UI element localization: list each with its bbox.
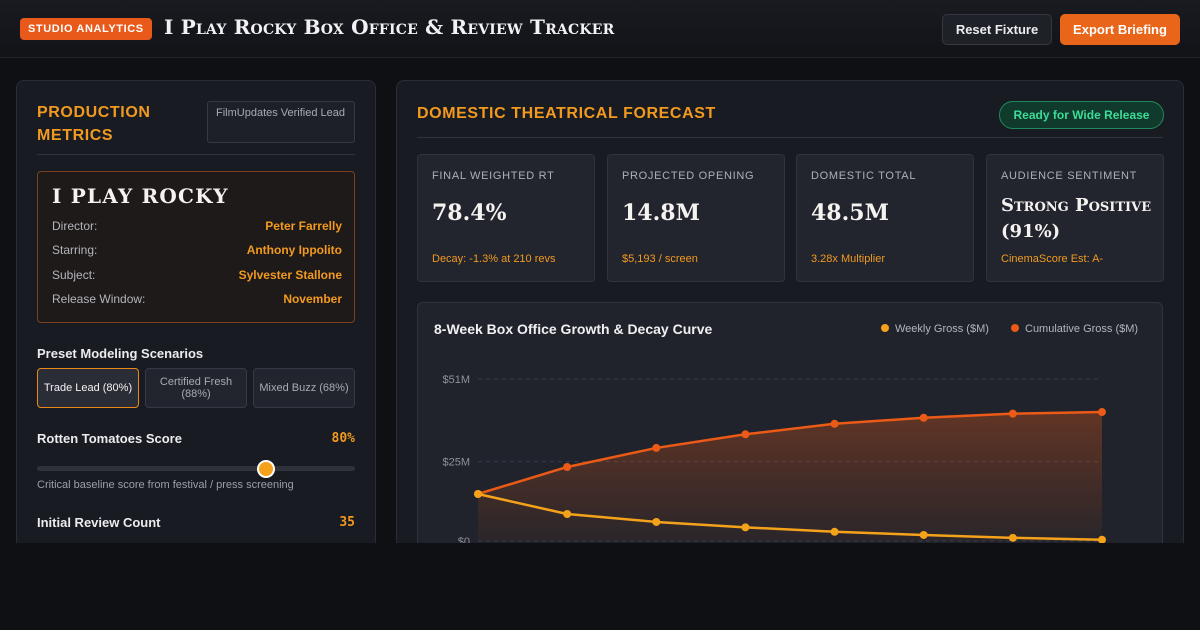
film-row-key: Starring:: [52, 243, 98, 257]
production-metrics-title: Production Metrics: [37, 104, 151, 144]
weekly-point: [1098, 535, 1106, 543]
rt-score-help: Critical baseline score from festival / …: [37, 479, 294, 491]
kpi-sub: 3.28x Multiplier: [811, 253, 885, 265]
cumulative-point: [1008, 409, 1017, 418]
rt-score-slider-thumb[interactable]: [256, 460, 275, 478]
chart-plot: $51M $25M $0: [442, 374, 1106, 543]
y-tick-label: $51M: [442, 374, 470, 386]
weekly-line: [477, 492, 1103, 541]
cumulative-point: [919, 413, 928, 422]
kpi-sub: $5,193 / screen: [622, 253, 698, 265]
kpi-label: Domestic Total: [811, 170, 917, 182]
cumulative-area: [478, 412, 1102, 541]
film-row-starring: Starring: Anthony Ippolito: [52, 243, 342, 259]
forecast-panel: Domestic Theatrical Forecast Ready for W…: [396, 80, 1184, 543]
film-row-value: Sylvester Stallone: [238, 268, 342, 282]
film-row-director: Director: Peter Farrelly: [52, 219, 342, 235]
preset-certified-fresh-button[interactable]: Certified Fresh (88%): [145, 368, 247, 408]
production-metrics-panel: Production Metrics FilmUpdates Verified …: [16, 80, 376, 543]
weekly-point: [1008, 533, 1017, 542]
kpi-audience-sentiment: Audience Sentiment Strong Positive (91%)…: [986, 154, 1164, 282]
y-tick-label: $25M: [442, 457, 470, 469]
kpi-label: Projected Opening: [622, 170, 755, 182]
kpi-value: 48.5M: [811, 200, 889, 226]
rt-score-label: Rotten Tomatoes Score: [37, 431, 182, 446]
status-badge: Ready for Wide Release: [999, 101, 1164, 129]
cumulative-point: [652, 443, 661, 452]
legend-weekly[interactable]: Weekly Gross ($M): [881, 323, 989, 335]
cumulative-point: [741, 430, 750, 439]
top-bar: STUDIO ANALYTICS I Play Rocky Box Office…: [0, 0, 1200, 58]
presets-label: Preset Modeling Scenarios: [37, 346, 204, 361]
kpi-label: Final Weighted RT: [432, 170, 555, 182]
brand-badge: STUDIO ANALYTICS: [20, 18, 152, 40]
kpi-value: 14.8M: [622, 200, 700, 226]
cumulative-point: [563, 462, 572, 471]
film-row-value: Peter Farrelly: [265, 219, 342, 233]
kpi-sub: Decay: -1.3% at 210 revs: [432, 253, 556, 265]
weekly-point: [830, 527, 839, 536]
weekly-point: [474, 489, 482, 498]
rt-score-slider-track[interactable]: [37, 466, 355, 471]
film-card: I PLAY ROCKY Director: Peter Farrelly St…: [37, 171, 355, 323]
y-tick-label: $0: [458, 536, 470, 543]
film-row-value: Anthony Ippolito: [246, 243, 342, 257]
export-briefing-button[interactable]: Export Briefing: [1060, 14, 1180, 45]
cumulative-line: [477, 410, 1103, 496]
section-divider: [417, 137, 1163, 138]
box-office-chart: 8-Week Box Office Growth & Decay Curve W…: [417, 302, 1163, 543]
weekly-point: [919, 530, 928, 539]
kpi-label: Audience Sentiment: [1001, 170, 1138, 182]
film-row-key: Director:: [52, 219, 98, 233]
kpi-value: 78.4%: [432, 200, 507, 226]
preset-trade-lead-button[interactable]: Trade Lead (80%): [37, 368, 139, 408]
weekly-point: [563, 510, 572, 518]
weekly-point: [741, 523, 750, 532]
rt-score-value: 80%: [331, 431, 355, 446]
legend-dot-icon: [1011, 324, 1019, 332]
legend-dot-icon: [881, 324, 889, 332]
cumulative-point: [1098, 408, 1106, 417]
weekly-point: [652, 517, 661, 526]
legend-label: Cumulative Gross ($M): [1025, 323, 1139, 335]
film-title: I PLAY ROCKY: [52, 184, 229, 208]
reset-fixture-button[interactable]: Reset Fixture: [942, 14, 1052, 45]
kpi-domestic-total: Domestic Total 48.5M 3.28x Multiplier: [796, 154, 974, 282]
review-count-value: 35: [339, 515, 355, 530]
kpi-final-weighted-rt: Final Weighted RT 78.4% Decay: -1.3% at …: [417, 154, 595, 282]
kpi-projected-opening: Projected Opening 14.8M $5,193 / screen: [607, 154, 785, 282]
legend-cumulative[interactable]: Cumulative Gross ($M): [1011, 323, 1138, 335]
film-row-value: November: [283, 292, 342, 306]
film-row-subject: Subject: Sylvester Stallone: [52, 268, 342, 284]
chart-title: 8-Week Box Office Growth & Decay Curve: [434, 321, 713, 337]
kpi-value: Strong Positive (91%): [1001, 195, 1152, 242]
legend-label: Weekly Gross ($M): [895, 323, 989, 335]
film-row-key: Release Window:: [52, 292, 146, 306]
film-row-key: Subject:: [52, 268, 96, 282]
forecast-title: Domestic Theatrical Forecast: [417, 105, 716, 122]
app-title: I Play Rocky Box Office & Review Tracker: [164, 15, 615, 39]
preset-mixed-buzz-button[interactable]: Mixed Buzz (68%): [253, 368, 355, 408]
verified-badge: FilmUpdates Verified Lead: [207, 101, 355, 143]
film-row-release-window: Release Window: November: [52, 292, 342, 308]
cumulative-point: [830, 419, 839, 428]
section-divider: [37, 154, 355, 155]
review-count-label: Initial Review Count: [37, 515, 161, 530]
kpi-sub: CinemaScore Est: A-: [1001, 253, 1104, 265]
